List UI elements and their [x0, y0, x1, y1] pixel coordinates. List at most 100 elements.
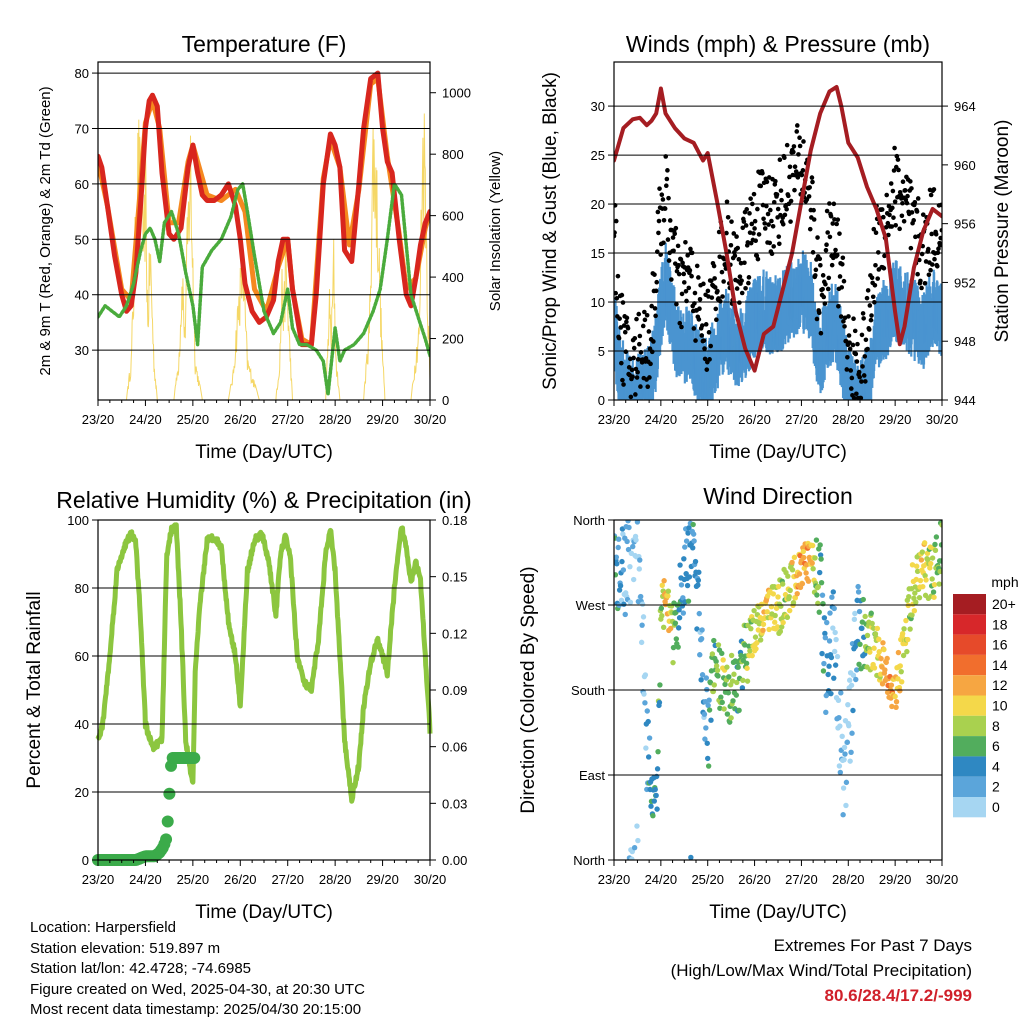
- direction-point: [676, 615, 683, 621]
- direction-point: [634, 520, 641, 525]
- direction-point: [733, 692, 739, 698]
- direction-point: [638, 593, 644, 600]
- direction-point: [753, 646, 759, 652]
- gust-point: [824, 242, 829, 248]
- direction-point: [630, 576, 637, 583]
- gust-point: [614, 230, 617, 235]
- y-tick-label: 30: [75, 343, 89, 358]
- direction-point: [815, 584, 821, 590]
- direction-point: [919, 549, 926, 555]
- gust-point: [909, 186, 914, 191]
- x-tick-label: 28/20: [832, 412, 865, 427]
- direction-point: [614, 554, 620, 560]
- gust-point: [717, 298, 723, 304]
- direction-point: [826, 663, 832, 669]
- gust-point: [828, 213, 834, 219]
- y-tick-label: 80: [75, 66, 89, 81]
- gust-point: [614, 296, 620, 301]
- direction-point: [832, 629, 838, 636]
- x-tick-label: 29/20: [879, 872, 912, 887]
- x-tick-label: 25/20: [691, 412, 724, 427]
- y-right-tick-label: 964: [954, 99, 976, 114]
- gust-point: [897, 226, 902, 232]
- gust-point: [823, 247, 829, 253]
- gust-point: [838, 314, 844, 319]
- x-tick-label: 28/20: [319, 412, 352, 427]
- y-right-tick-label: 0: [442, 393, 449, 408]
- direction-point: [643, 745, 649, 751]
- gust-point: [864, 295, 870, 301]
- direction-point: [933, 534, 940, 540]
- direction-point: [728, 652, 735, 659]
- gust-point: [661, 217, 667, 223]
- direction-point: [619, 558, 625, 565]
- gust-point: [624, 315, 630, 321]
- direction-point: [827, 610, 833, 616]
- direction-point: [645, 718, 651, 725]
- gust-point: [784, 142, 790, 148]
- gust-point: [643, 356, 649, 361]
- gust-point: [755, 256, 761, 262]
- gust-point: [914, 209, 920, 214]
- gust-point: [887, 212, 892, 218]
- y-tick-label: North: [573, 853, 605, 868]
- gust-point: [697, 297, 703, 302]
- station-latlon: Station lat/lon: 42.4728; -74.6985: [30, 960, 252, 977]
- gust-point: [839, 285, 845, 290]
- direction-point: [895, 676, 901, 682]
- direction-point: [743, 660, 750, 666]
- x-tick-label: 26/20: [738, 872, 771, 887]
- gust-point: [712, 276, 717, 281]
- gust-point: [706, 330, 712, 335]
- direction-point: [925, 556, 931, 563]
- direction-point: [639, 622, 645, 628]
- legend-label: 4: [992, 758, 1000, 774]
- direction-point: [938, 558, 942, 564]
- legend-label: 16: [992, 637, 1008, 653]
- gust-point: [811, 207, 816, 213]
- gust-point: [764, 203, 769, 209]
- gust-point: [761, 216, 766, 222]
- gust-point: [888, 181, 894, 186]
- gust-point: [901, 218, 907, 224]
- direction-point: [657, 682, 663, 688]
- gust-point: [618, 325, 624, 330]
- direction-point: [848, 749, 854, 755]
- y-axis-label: Percent & Total Rainfall: [24, 591, 45, 788]
- legend-title: mph: [991, 574, 1018, 590]
- y-tick-label: 70: [75, 121, 89, 136]
- gust-point: [827, 234, 833, 240]
- gust-point: [669, 277, 674, 282]
- direction-point: [814, 592, 820, 598]
- gust-point: [904, 200, 910, 206]
- gust-point: [807, 185, 812, 190]
- gust-point: [762, 226, 768, 231]
- x-tick-label: 28/20: [319, 872, 352, 887]
- direction-point: [637, 557, 643, 563]
- y-axis-label: 2m & 9m T (Red, Orange) & 2m Td (Green): [37, 86, 54, 375]
- gust-point: [908, 179, 913, 184]
- gust-point: [865, 288, 871, 293]
- direction-point: [618, 597, 625, 604]
- direction-point: [720, 657, 726, 663]
- legend-swatch: [953, 776, 986, 797]
- y-axis-label: Direction (Colored By Speed): [518, 566, 539, 813]
- direction-point: [889, 703, 895, 710]
- direction-point: [770, 591, 777, 597]
- gust-point: [908, 245, 914, 251]
- x-tick-label: 24/20: [645, 872, 678, 887]
- direction-point: [644, 708, 650, 714]
- gust-point: [702, 356, 708, 362]
- y-right-tick-label: 200: [442, 332, 464, 347]
- direction-point: [817, 569, 823, 576]
- direction-point: [734, 679, 740, 686]
- gust-point: [735, 245, 741, 251]
- direction-point: [819, 650, 825, 657]
- chart-title: Relative Humidity (%) & Precipitation (i…: [56, 487, 471, 513]
- gust-point: [873, 230, 879, 236]
- gust-point: [869, 313, 874, 318]
- gust-point: [751, 191, 757, 197]
- gust-point: [701, 281, 706, 287]
- y-axis-label: Sonic/Prop Wind & Gust (Blue, Black): [540, 72, 561, 390]
- direction-point: [876, 636, 882, 642]
